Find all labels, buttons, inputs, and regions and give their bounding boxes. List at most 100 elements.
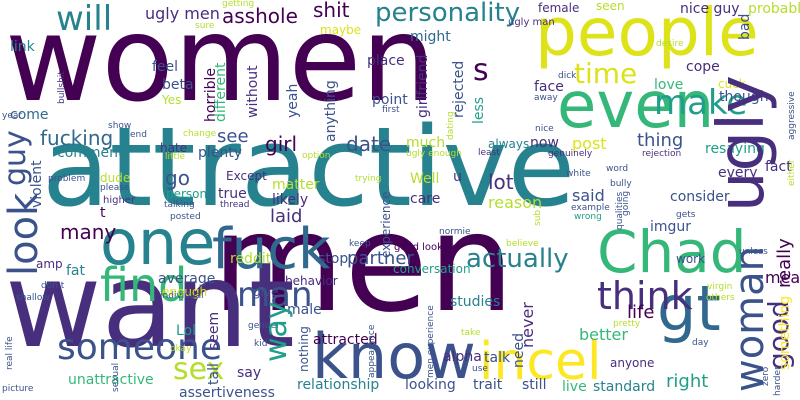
word-fat: fat: [66, 263, 85, 279]
word-assertiveness: assertiveness: [179, 385, 275, 400]
word-lot: lot: [488, 170, 514, 194]
word-shit: shit: [313, 0, 350, 22]
word-think: think: [597, 274, 693, 318]
word-yeah: yeah: [285, 83, 301, 118]
word-partner: partner: [347, 248, 414, 269]
word-men: men: [212, 185, 515, 343]
word-hate: hate: [160, 141, 188, 155]
word-please: please: [100, 183, 130, 193]
word-ugly-enough: ugly enough: [406, 149, 462, 159]
word-desire: desire: [656, 39, 684, 49]
word-want: want: [5, 236, 295, 374]
word-time: time: [574, 57, 638, 90]
word-anyone: anyone: [610, 356, 655, 370]
word-thing: thing: [637, 130, 684, 151]
word-s: s: [473, 53, 489, 88]
word-okay: okay: [170, 344, 192, 354]
word-trying: trying: [355, 174, 382, 184]
word-reason: reason: [488, 193, 543, 212]
word-rejected: rejected: [451, 60, 467, 118]
word-talk: studies: [450, 294, 501, 310]
word-person: person: [166, 187, 208, 201]
word-tall: tall: [206, 363, 222, 385]
word-date: date: [346, 132, 392, 156]
word-gets: gets: [676, 210, 696, 220]
word-alpha: talk: [484, 350, 511, 366]
word-actually: actually: [466, 244, 569, 274]
word-cope: cope: [686, 59, 720, 75]
word-even: even: [557, 69, 715, 143]
word-guy: guy: [0, 130, 33, 186]
word-violent: violent: [29, 160, 45, 208]
word-though: though: [719, 89, 769, 105]
word-stop: stop: [318, 251, 349, 267]
word-kid: kid: [254, 339, 268, 349]
word-trait: trait: [473, 377, 503, 393]
word-ugly-man: ugly man: [508, 17, 555, 28]
word-nothing: nothing: [297, 326, 311, 372]
word-virgin: virgin: [707, 282, 733, 292]
word-give: give: [253, 285, 279, 299]
word-getting: getting: [222, 0, 255, 9]
word-work: work: [676, 252, 706, 266]
word-option: option: [302, 151, 331, 161]
word-looking: looking: [405, 377, 456, 393]
word-seen: seen: [596, 0, 625, 13]
word-resaying: resaying: [705, 141, 765, 157]
word-still: still: [522, 377, 547, 393]
word-dude: dude: [100, 171, 131, 185]
word-Except: Except: [226, 169, 267, 183]
word-something: something: [777, 295, 793, 370]
word-unless: unless: [739, 247, 768, 257]
word-others: others: [706, 293, 735, 303]
word-appearance: appearance: [367, 324, 377, 378]
word-post: post: [572, 134, 607, 153]
word-male: male: [287, 302, 322, 318]
word-fuck: fuck: [212, 217, 331, 282]
word-posted: posted: [170, 212, 201, 222]
word-will: will: [56, 0, 113, 39]
word-dick: dick: [558, 71, 577, 81]
word-mean: mean: [765, 268, 800, 287]
word-gender: gender: [248, 321, 280, 331]
word-one: one: [100, 206, 216, 279]
word-t: t: [100, 205, 106, 221]
word-without: without: [245, 65, 261, 118]
word-day: day: [692, 338, 709, 348]
word-dont: don t: [41, 281, 65, 291]
word-conversation: conversation: [393, 262, 471, 276]
word-link: link: [10, 39, 35, 55]
word-face: face: [534, 79, 564, 95]
word-u: u: [453, 169, 462, 185]
word-see: see: [217, 126, 249, 147]
word-sub: sub: [533, 209, 543, 226]
word-attractive: attractive: [42, 103, 576, 231]
word-imgur: imgur: [650, 219, 692, 235]
word-comment: comment: [57, 145, 124, 161]
word-care: care: [410, 191, 441, 207]
word-come: come: [10, 107, 49, 123]
word-women: women: [5, 0, 437, 128]
word-different: different: [213, 62, 229, 122]
word-standard: standard: [593, 379, 656, 395]
word-every: every: [718, 165, 758, 181]
word-love: love: [654, 77, 684, 93]
word-studies: need: [511, 333, 527, 368]
word-show: show: [108, 121, 132, 131]
word-matter: matter: [272, 177, 320, 193]
word-know: know: [312, 320, 476, 393]
word-way: way: [259, 301, 294, 362]
word-take: take: [461, 328, 481, 338]
word-dating: dating: [446, 111, 456, 140]
word-experience: experience: [379, 191, 393, 258]
word-fucking: fucking: [40, 126, 114, 150]
word-might: might: [410, 29, 451, 45]
word-ugly: ugly: [705, 75, 779, 212]
word-pretty: pretty: [613, 319, 641, 329]
word-normie: normie: [439, 227, 471, 237]
word-attracted: attracted: [313, 332, 378, 348]
word-individual: individual: [160, 291, 204, 301]
word-now: now: [530, 135, 559, 151]
word-Lol: Lol: [176, 323, 197, 339]
